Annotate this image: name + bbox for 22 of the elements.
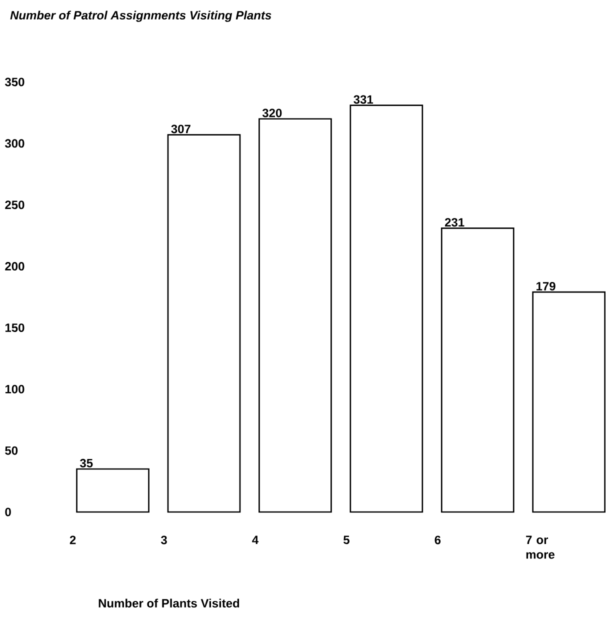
data-label: 35 <box>80 458 93 468</box>
y-tick-label: 50 <box>5 446 18 455</box>
x-tick-label: 3 <box>161 536 168 544</box>
data-label: 179 <box>536 282 556 290</box>
y-tick-label: 150 <box>6 323 24 332</box>
x-tick-label: 7 or more <box>526 536 555 559</box>
data-label: 231 <box>445 218 464 227</box>
x-tick-label: 2 <box>70 536 76 544</box>
x-tick-label: 6 <box>434 536 441 544</box>
x-axis-title: Number of Plants Visited <box>99 598 240 608</box>
chart-title: Number of Patrol Assignments Visiting Plants <box>10 10 272 22</box>
y-tick-label: 250 <box>5 200 24 210</box>
y-tick-label: 100 <box>6 384 24 394</box>
y-tick-label: 200 <box>5 262 24 271</box>
y-tick-label: 0 <box>5 508 12 516</box>
data-label: 320 <box>262 108 282 118</box>
data-label: 307 <box>171 124 191 134</box>
x-tick-label: 4 <box>252 536 259 544</box>
x-tick-label: 5 <box>344 536 350 544</box>
y-tick-label: 300 <box>5 139 24 148</box>
data-label: 331 <box>354 95 374 104</box>
y-tick-label: 350 <box>5 78 24 86</box>
